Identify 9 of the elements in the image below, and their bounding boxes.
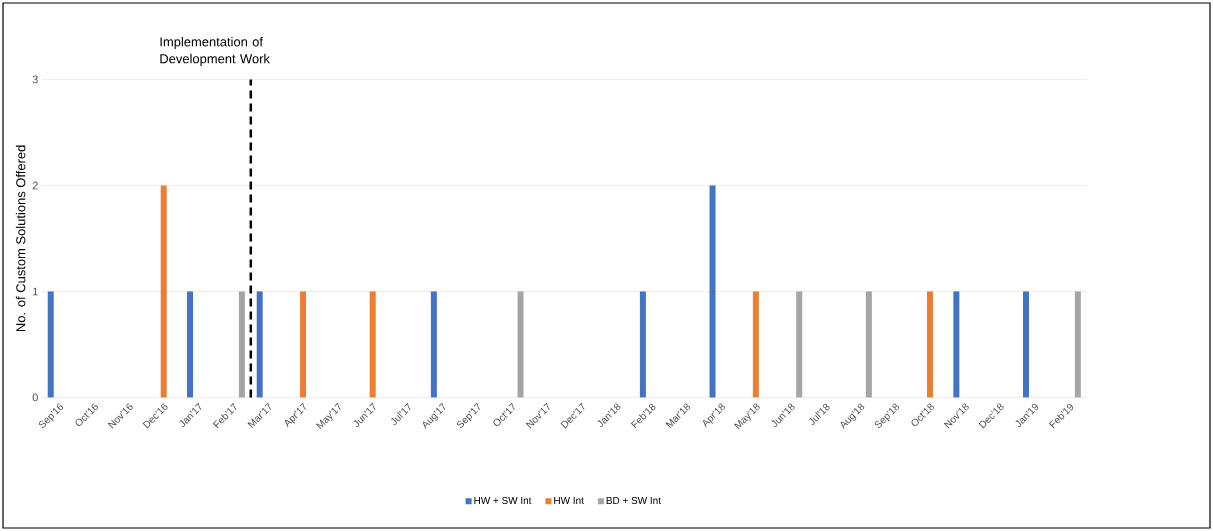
- y-tick-label: 3: [32, 75, 38, 84]
- y-axis-title: No. of Custom Solutions Offered: [15, 145, 26, 332]
- legend-label: BD + SW Int: [606, 497, 661, 505]
- y-tick-label: 1: [33, 287, 38, 296]
- y-tick-label: 2: [32, 181, 38, 190]
- y-tick-label: 0: [32, 393, 38, 402]
- ref-line-label: Implementation of Development Work: [160, 36, 270, 66]
- legend-label: HW + SW Int: [474, 497, 532, 505]
- legend-label: HW Int: [554, 497, 584, 504]
